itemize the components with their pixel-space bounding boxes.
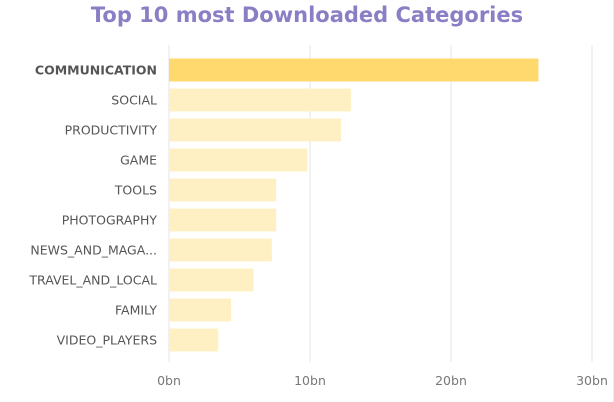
category-label: VIDEO_PLAYERS bbox=[57, 333, 157, 348]
category-label: TOOLS bbox=[114, 183, 157, 198]
bar[interactable] bbox=[169, 178, 277, 202]
bar[interactable] bbox=[169, 88, 351, 112]
category-label: TRAVEL_AND_LOCAL bbox=[28, 273, 157, 288]
x-tick-label: 20bn bbox=[435, 373, 467, 388]
bar[interactable] bbox=[169, 268, 254, 292]
category-label: PHOTOGRAPHY bbox=[62, 213, 158, 228]
bar[interactable] bbox=[169, 208, 277, 232]
x-axis-ticks: 0bn 10bn 20bn 30bn bbox=[157, 373, 608, 388]
bar[interactable] bbox=[169, 58, 539, 82]
chart-title: Top 10 most Downloaded Categories bbox=[90, 3, 524, 27]
category-labels: COMMUNICATION SOCIAL PRODUCTIVITY GAME TOOLS… bbox=[28, 63, 157, 348]
x-tick-label: 30bn bbox=[576, 373, 608, 388]
x-tick-label: 0bn bbox=[157, 373, 181, 388]
category-label: PRODUCTIVITY bbox=[65, 123, 158, 138]
bar[interactable] bbox=[169, 238, 272, 262]
category-label: COMMUNICATION bbox=[35, 63, 157, 78]
bar[interactable] bbox=[169, 298, 232, 322]
bar[interactable] bbox=[169, 148, 308, 172]
bar[interactable] bbox=[169, 118, 342, 142]
x-tick-label: 10bn bbox=[294, 373, 326, 388]
category-label: FAMILY bbox=[115, 303, 157, 318]
bar[interactable] bbox=[169, 328, 219, 352]
category-label: NEWS_AND_MAGA... bbox=[30, 243, 157, 258]
category-label: SOCIAL bbox=[111, 93, 157, 108]
category-label: GAME bbox=[120, 153, 157, 168]
bars bbox=[169, 58, 539, 352]
